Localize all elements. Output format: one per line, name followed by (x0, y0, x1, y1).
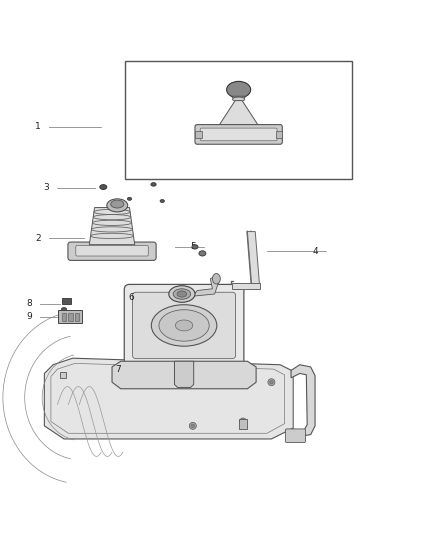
Polygon shape (232, 283, 260, 289)
Bar (68, 313, 73, 321)
Text: 4: 4 (312, 247, 318, 256)
Polygon shape (89, 207, 135, 245)
Polygon shape (247, 231, 260, 286)
Ellipse shape (192, 245, 198, 249)
Bar (75, 313, 79, 321)
Polygon shape (112, 361, 256, 389)
Polygon shape (174, 361, 194, 387)
Polygon shape (60, 372, 66, 378)
FancyBboxPatch shape (76, 246, 148, 256)
Polygon shape (232, 96, 246, 99)
Ellipse shape (233, 97, 245, 101)
Bar (58, 310, 82, 323)
Text: 7: 7 (116, 365, 121, 374)
Ellipse shape (127, 197, 132, 200)
FancyBboxPatch shape (133, 292, 236, 359)
Polygon shape (44, 358, 293, 439)
Text: 5: 5 (190, 243, 196, 252)
FancyBboxPatch shape (286, 429, 305, 442)
Bar (239, 419, 247, 429)
Text: 3: 3 (44, 183, 49, 192)
Circle shape (268, 379, 275, 386)
Ellipse shape (173, 289, 191, 299)
FancyBboxPatch shape (200, 128, 277, 141)
Bar (62, 298, 71, 304)
Text: 2: 2 (35, 233, 41, 243)
Ellipse shape (61, 308, 67, 311)
Ellipse shape (199, 251, 206, 256)
Ellipse shape (111, 200, 124, 208)
Polygon shape (212, 101, 265, 136)
Bar (62, 313, 66, 321)
Bar (276, 131, 283, 138)
Text: 6: 6 (129, 293, 134, 302)
Circle shape (191, 424, 194, 427)
Ellipse shape (151, 183, 156, 186)
Ellipse shape (169, 286, 195, 302)
Circle shape (270, 381, 273, 384)
Bar (125, 61, 352, 179)
Ellipse shape (226, 82, 251, 98)
FancyBboxPatch shape (195, 125, 283, 144)
Text: 9: 9 (26, 312, 32, 321)
Circle shape (241, 420, 245, 423)
Ellipse shape (175, 320, 193, 331)
Text: 1: 1 (35, 122, 41, 131)
Ellipse shape (177, 291, 187, 297)
Text: 8: 8 (26, 299, 32, 308)
Ellipse shape (212, 273, 220, 284)
Ellipse shape (159, 310, 209, 341)
Circle shape (189, 422, 196, 430)
Ellipse shape (100, 184, 107, 189)
FancyBboxPatch shape (124, 285, 244, 367)
Ellipse shape (151, 305, 217, 346)
FancyBboxPatch shape (68, 242, 156, 261)
Polygon shape (193, 277, 219, 296)
Polygon shape (289, 365, 315, 437)
Circle shape (240, 418, 247, 425)
Ellipse shape (160, 199, 164, 203)
Ellipse shape (107, 199, 128, 212)
Bar (195, 131, 201, 138)
